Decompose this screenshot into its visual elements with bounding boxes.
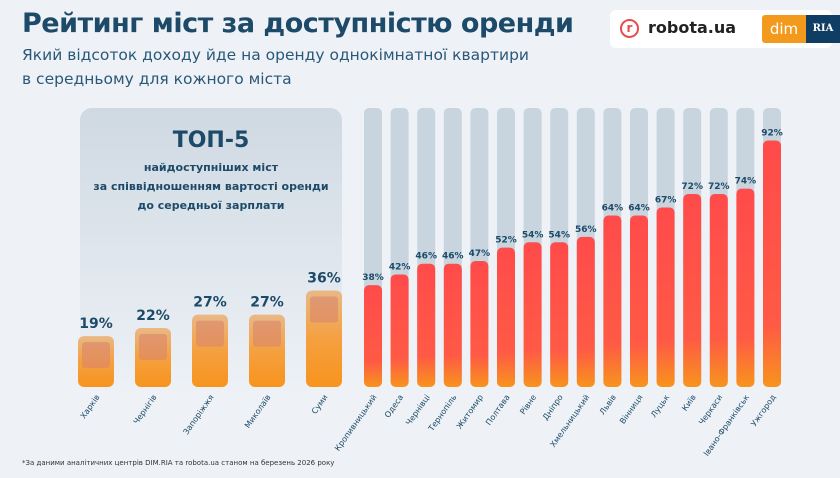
category-label: Львів [598,393,618,417]
bar [390,274,409,387]
data-label: 46% [415,252,437,262]
bar [763,140,781,387]
data-label: 19% [79,316,113,332]
robota-logo-text: robota.ua [648,18,737,37]
category-label: Харків [79,393,102,421]
data-label: 56% [575,225,597,235]
page-title: Рейтинг міст за доступністю оренди [22,8,574,39]
room-illustration-icon [253,320,281,347]
room-illustration-icon [82,342,110,369]
category-label: Вінниця [618,393,645,426]
top5-line2: за співвідношенням вартості оренди [93,180,329,193]
category-label: Житомир [455,393,485,431]
top5-line3: до середньої зарплати [137,199,285,212]
data-label: 74% [735,177,757,187]
bar [576,236,595,387]
data-label: 22% [136,308,170,324]
category-label: Чернівці [404,393,432,427]
category-label: Запоріжжя [181,393,215,437]
bar [683,194,702,387]
category-label: Київ [680,393,698,413]
data-label: 64% [628,203,650,213]
bar [497,247,515,387]
bar [709,194,728,387]
dim-logo: dim [762,15,806,43]
category-label: Полтава [484,393,512,427]
data-label: 72% [681,182,703,192]
room-illustration-icon [139,334,167,361]
data-label: 54% [522,230,544,240]
category-label: Ужгород [749,393,778,429]
category-label: Одеса [383,393,405,420]
data-label: 36% [307,271,341,287]
category-label: Дніпро [541,393,565,422]
bar [630,215,648,387]
data-label: 54% [548,230,570,240]
room-illustration-icon [310,296,338,323]
data-label: 52% [495,236,517,246]
top5-description: найдоступніших міст за співвідношенням в… [80,158,342,215]
category-label: Суми [310,393,330,416]
subtitle-line1: Який відсоток доходу йде на оренду однок… [22,46,530,64]
ria-logo: RIA [806,15,840,43]
data-label: 72% [708,182,730,192]
category-label: Миколаїв [243,393,273,430]
partner-logos: r robota.ua dim RIA [610,10,840,48]
bar [470,261,489,387]
top5-heading: ТОП-5 [172,128,250,153]
data-label: 27% [193,295,227,311]
category-label: Кропивницький [333,393,379,453]
subtitle-line2: в середньому для кожного міста [22,70,292,88]
bar [736,188,755,387]
data-label: 67% [655,195,677,205]
robota-logo-icon: r [620,19,639,38]
bar [417,263,436,387]
bar [603,215,622,387]
room-illustration-icon [196,320,224,347]
bar [364,285,382,387]
bar [550,242,569,387]
data-label: 92% [761,128,783,138]
top5-line1: найдоступніших міст [143,161,279,174]
data-label: 64% [602,203,624,213]
bar [656,207,675,387]
data-label: 46% [442,252,464,262]
bar [443,263,462,387]
footnote: *За даними аналітичних центрів DIM.RIA т… [22,459,335,467]
category-label: Черкаси [697,393,724,427]
category-label: Луцьк [649,393,671,419]
bar [523,242,542,387]
data-label: 27% [250,295,284,311]
data-label: 38% [362,273,384,283]
category-label: Чернігів [132,393,159,426]
category-label: Рівне [518,393,538,416]
data-label: 42% [389,262,411,272]
data-label: 47% [469,249,491,259]
